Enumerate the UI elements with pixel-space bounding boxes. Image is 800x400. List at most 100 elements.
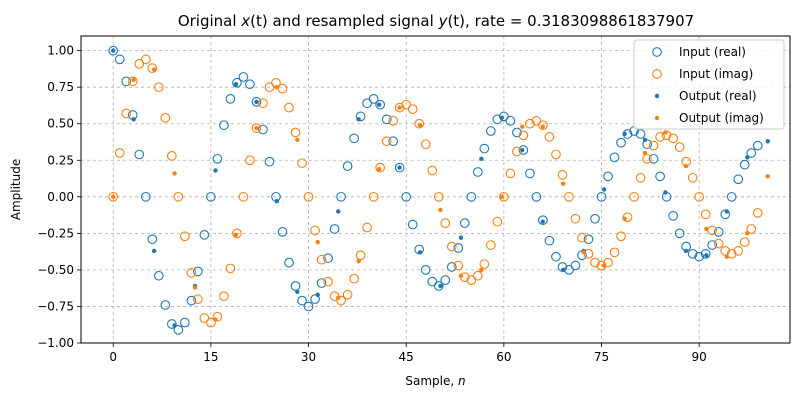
data-point-input-real (752, 140, 763, 151)
legend-marker-output-imag (654, 115, 660, 121)
axis-ticks: 0 15 30 45 60 75 90 −1.00 −0.75 −0.50 −0.25 0.00 0.2… (37, 44, 707, 364)
data-point-input-real (459, 218, 470, 228)
data-point-output-imag (356, 258, 361, 264)
data-point-output-real (417, 250, 423, 255)
data-point-output-imag (724, 254, 730, 259)
legend-frame (633, 39, 785, 130)
data-point-output-imag (499, 194, 505, 200)
chart-title: Original x(t) and resampled signal y(t),… (178, 12, 694, 30)
data-point-input-real (238, 72, 249, 82)
data-point-output-real (254, 99, 259, 104)
data-point-input-real (329, 224, 340, 234)
x-axis-title-text: Sample, (405, 374, 458, 388)
y-axis-title: Amplitude (9, 159, 23, 221)
data-point-input-real (648, 153, 659, 164)
data-point-input-real (153, 270, 164, 281)
data-point-input-imag (538, 120, 548, 131)
data-point-input-real (160, 300, 171, 310)
data-point-input-real (121, 76, 132, 87)
data-point-input-real (694, 251, 705, 262)
data-point-input-real (746, 148, 757, 158)
data-point-input-real (245, 79, 255, 90)
data-point-input-imag (323, 276, 333, 287)
data-point-input-real (655, 171, 665, 182)
data-point-input-imag (453, 260, 464, 271)
data-point-input-imag (713, 238, 724, 249)
x-tick-label: 75 (594, 350, 609, 364)
data-point-input-imag (726, 248, 737, 259)
data-point-input-imag (258, 98, 268, 109)
data-point-input-imag (648, 140, 659, 151)
data-point-output-imag (131, 77, 136, 83)
chart-title-y-arg: (t) (447, 12, 465, 30)
data-point-output-real (376, 102, 382, 107)
data-point-input-imag (577, 232, 587, 243)
data-point-input-imag (316, 254, 327, 265)
data-point-input-real (466, 191, 477, 202)
data-point-input-real (114, 54, 125, 65)
data-point-input-real (700, 248, 711, 259)
data-point-input-real (531, 191, 542, 202)
data-point-output-imag (458, 273, 464, 278)
x-tick-label: 30 (301, 350, 316, 364)
data-point-input-imag (499, 191, 509, 202)
data-point-output-imag (745, 231, 750, 236)
chart-title-prefix: Original (178, 12, 241, 30)
data-point-input-real (479, 143, 490, 154)
data-point-output-imag (111, 194, 116, 200)
y-tick-label: 0.25 (47, 153, 74, 167)
data-point-input-imag (401, 99, 412, 110)
data-point-input-real (668, 210, 678, 221)
legend-label-output-real: Output (real) (679, 89, 757, 103)
data-point-output-real (663, 190, 668, 195)
data-point-input-imag (414, 118, 425, 129)
data-point-input-real (420, 265, 431, 275)
data-point-input-imag (232, 228, 242, 239)
data-point-input-imag (531, 115, 542, 126)
data-point-input-imag (733, 246, 744, 256)
data-point-input-imag (466, 275, 477, 285)
data-point-output-imag (561, 181, 566, 186)
data-point-input-imag (355, 250, 366, 261)
x-tick-label: 90 (692, 350, 707, 364)
data-point-input-imag (114, 148, 125, 158)
data-point-output-real (131, 117, 136, 122)
data-point-input-imag (472, 270, 483, 281)
data-point-output-real (601, 187, 607, 192)
data-point-output-imag (213, 317, 218, 322)
data-point-output-imag (683, 163, 689, 169)
data-point-output-real (111, 48, 116, 53)
data-point-output-real (622, 131, 627, 137)
y-tick-label: −0.75 (37, 299, 74, 313)
data-point-input-real (538, 215, 548, 226)
data-point-input-real (134, 149, 145, 160)
data-point-input-real (336, 191, 346, 202)
data-point-output-imag (192, 285, 198, 290)
x-tick-label: 60 (496, 350, 511, 364)
plot-area (108, 45, 770, 335)
data-point-input-real (687, 248, 698, 259)
data-point-input-imag (557, 170, 568, 180)
data-point-input-real (726, 191, 737, 202)
data-point-input-imag (381, 136, 392, 147)
data-point-output-imag (704, 226, 709, 232)
data-point-input-imag (284, 102, 294, 113)
x-tick-label: 15 (203, 350, 218, 364)
data-point-input-imag (127, 76, 138, 87)
data-point-output-imag (274, 84, 280, 90)
data-point-input-imag (505, 168, 516, 179)
data-point-input-imag (720, 246, 731, 256)
legend-marker-output-real (654, 93, 660, 99)
data-point-input-real (525, 168, 535, 179)
data-point-input-imag (290, 127, 301, 138)
data-point-input-imag (564, 191, 574, 202)
data-point-output-imag (581, 250, 586, 255)
data-point-input-imag (186, 267, 197, 278)
data-point-output-imag (376, 166, 382, 172)
data-point-input-imag (485, 240, 496, 250)
data-point-input-real (616, 137, 626, 148)
data-point-output-real (274, 198, 280, 204)
legend: Input (real) Input (imag) Output (real) … (633, 39, 785, 130)
y-tick-label: −0.25 (37, 226, 74, 240)
legend-label-input-real: Input (real) (679, 45, 746, 59)
